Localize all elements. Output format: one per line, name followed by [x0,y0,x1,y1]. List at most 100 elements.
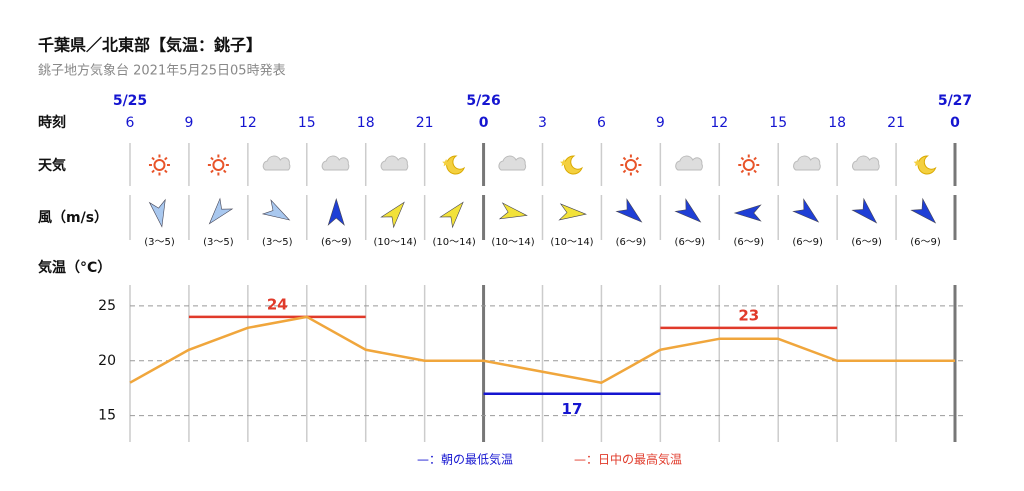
wind-label: (3〜5) [144,237,175,248]
time-label: 15 [769,115,787,131]
wind-arrow [558,203,587,221]
wind-label: (10〜14) [491,237,534,248]
weather-icon [620,154,642,176]
time-label: 12 [239,115,257,131]
wind-arrow [792,198,820,223]
weather-icon [793,155,821,171]
arrow [851,197,878,224]
moon [563,155,583,175]
sun [212,159,225,171]
row-label: 天気 [38,157,66,174]
title: 千葉県／北東部【気温：銚子】 [38,36,262,55]
temperature-line [129,315,955,384]
ray [222,169,227,174]
date-label: 5/26 [466,93,500,109]
sun [624,159,637,171]
ray [740,156,745,161]
ray [740,169,745,174]
cloud [852,155,880,171]
wind-label: (6〜9) [910,237,941,248]
wind-label: (3〜5) [203,237,234,248]
weather-icon [262,155,291,171]
wind-label: (6〜9) [792,237,823,248]
cloud [321,155,350,171]
wind-label: (6〜9) [851,237,882,248]
ray [164,156,168,161]
wind-label: (6〜9) [321,237,352,248]
y-tick-label: 20 [98,353,116,369]
wind-arrow [380,201,405,229]
legend-entry: —：日中の最高気温 [574,452,682,467]
bar-label: 17 [562,400,583,418]
wind-arrow [851,197,878,224]
ray [622,169,627,174]
legend-entry: —：朝の最低気温 [417,452,513,467]
arrow [439,201,464,229]
wind-label: (6〜9) [733,237,764,248]
subtitle: 銚子地方気象台 2021年5月25日05時発表 [38,63,286,79]
time-label: 9 [656,115,665,131]
weather-icon [148,154,170,176]
axis-label: 気温（°C） [38,259,111,276]
time-label: 18 [828,115,846,131]
sun [153,159,166,171]
weather-icon [675,155,703,171]
time-label: 3 [538,115,547,131]
weather-icon [560,155,583,175]
ray [210,169,214,174]
cloud [675,155,703,171]
weather-icon [321,155,350,171]
ray [222,156,227,161]
arrow [792,198,820,223]
moon [446,155,466,175]
star [560,159,568,167]
row-label: 風（m/s） [38,210,108,226]
arrow [498,202,528,220]
time-label: 12 [710,115,728,131]
sun [742,159,755,171]
ray [151,156,155,161]
ray [151,169,155,174]
ray [635,169,640,174]
cloud [380,155,409,171]
wind-arrow [498,202,528,220]
row-label: 時刻 [38,114,66,131]
star [442,159,451,167]
wind-arrow [208,197,234,225]
ray [622,156,627,161]
ray [753,156,757,161]
y-tick-label: 25 [98,298,116,314]
arrow [148,198,166,228]
wind-label: (6〜9) [616,237,647,248]
date-label: 5/27 [938,93,972,109]
arrow [327,197,345,226]
weather-icon [498,155,527,171]
y-tick-label: 15 [98,408,116,424]
wind-arrow [615,198,643,223]
time-label: 0 [950,115,960,131]
wind-arrow [327,197,345,226]
time-label: 0 [479,115,489,131]
bar-label: 23 [738,306,759,324]
bar-label: 24 [267,295,288,313]
time-label: 6 [597,115,606,131]
wind-arrow [439,201,464,229]
weather-icon [738,154,760,176]
time-label: 21 [416,115,434,131]
arrow [733,204,762,222]
weather-icon [852,155,880,171]
ray [635,156,640,161]
cloud [498,155,527,171]
date-label: 5/25 [113,93,147,109]
moon [917,155,937,175]
time-label: 18 [357,115,375,131]
ray [753,169,757,174]
wind-arrow [733,204,762,222]
wind-arrow [261,199,291,221]
cloud [262,155,291,171]
arrow [910,197,937,224]
wind-arrow [674,198,702,223]
arrow [674,198,702,223]
star [913,159,922,167]
